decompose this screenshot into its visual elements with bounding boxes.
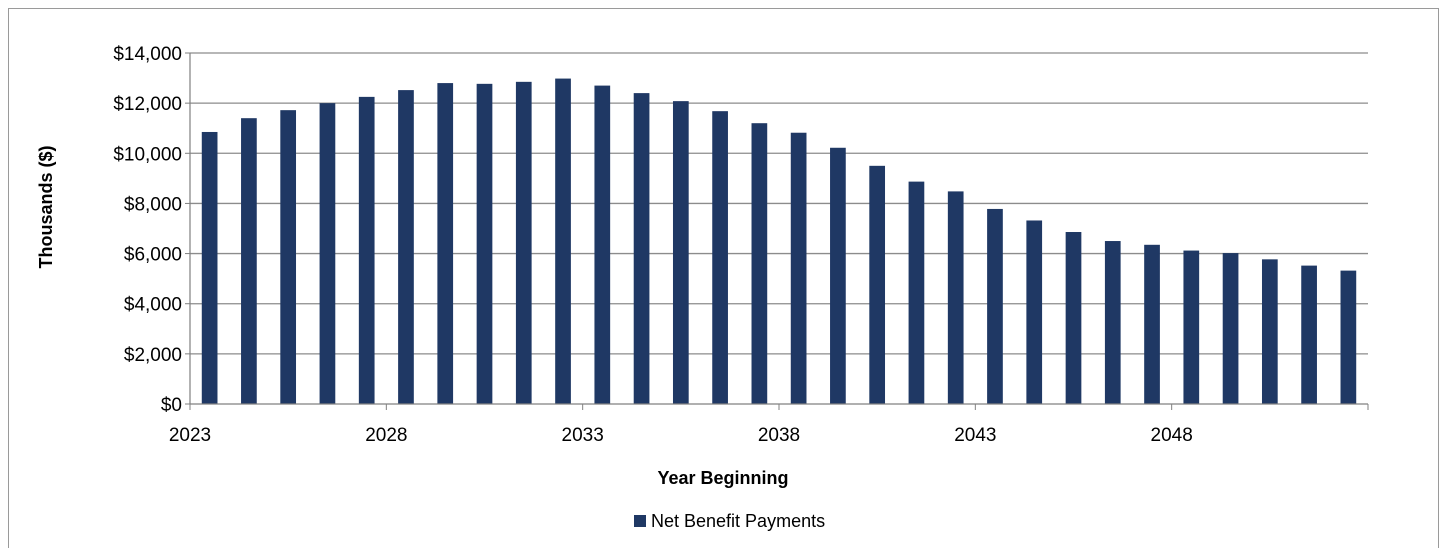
bar — [280, 110, 297, 405]
bar — [1340, 270, 1357, 404]
bar — [830, 147, 846, 404]
bar — [241, 118, 257, 404]
y-tick-label: $2,000 — [124, 345, 182, 366]
y-tick-label: $8,000 — [124, 194, 182, 215]
bar — [712, 111, 728, 404]
bar — [790, 132, 807, 404]
y-tick-label: $14,000 — [113, 44, 182, 65]
x-axis-title: Year Beginning — [657, 468, 788, 488]
bar — [476, 83, 493, 404]
x-tick-label: 2033 — [562, 425, 604, 446]
x-tick-labels: 2023 2028 2033 2038 2043 2048 — [169, 404, 1369, 446]
bar — [869, 165, 886, 404]
bar — [908, 181, 925, 404]
bar — [358, 96, 375, 404]
bar — [672, 101, 689, 404]
y-tick-label: $6,000 — [124, 245, 182, 266]
bar — [594, 85, 611, 404]
bar — [201, 131, 218, 404]
bar — [515, 81, 532, 404]
bar — [1065, 232, 1082, 404]
bar — [437, 83, 454, 404]
bar — [1026, 220, 1043, 404]
bar — [1104, 241, 1121, 404]
y-tick-label: $10,000 — [113, 144, 182, 165]
legend-swatch — [634, 515, 646, 527]
y-tick-label: $12,000 — [113, 94, 182, 115]
x-tick-label: 2038 — [758, 425, 800, 446]
bar — [1261, 259, 1278, 404]
y-tick-label: $0 — [161, 395, 182, 416]
legend-label: Net Benefit Payments — [651, 511, 825, 531]
bars — [201, 78, 1357, 405]
bar — [319, 103, 336, 405]
bar — [555, 78, 571, 404]
bar — [947, 191, 964, 404]
y-tick-labels: $0 $2,000 $4,000 $6,000 $8,000 $10,000 $12,000… — [113, 44, 190, 416]
y-tick-label: $4,000 — [124, 295, 182, 316]
x-tick-label: 2048 — [1151, 425, 1193, 446]
x-tick-label: 2023 — [169, 425, 211, 446]
bar — [1222, 253, 1239, 404]
x-tick-label: 2028 — [365, 425, 407, 446]
grid-lines — [190, 52, 1368, 355]
bar — [751, 123, 768, 404]
bar — [1144, 244, 1160, 404]
bar — [1183, 250, 1200, 404]
bar — [987, 208, 1003, 404]
bar — [633, 93, 650, 404]
x-tick-label: 2043 — [954, 425, 996, 446]
y-axis-title: Thousands ($) — [36, 145, 56, 268]
bar — [398, 90, 414, 404]
bar — [1301, 265, 1317, 404]
